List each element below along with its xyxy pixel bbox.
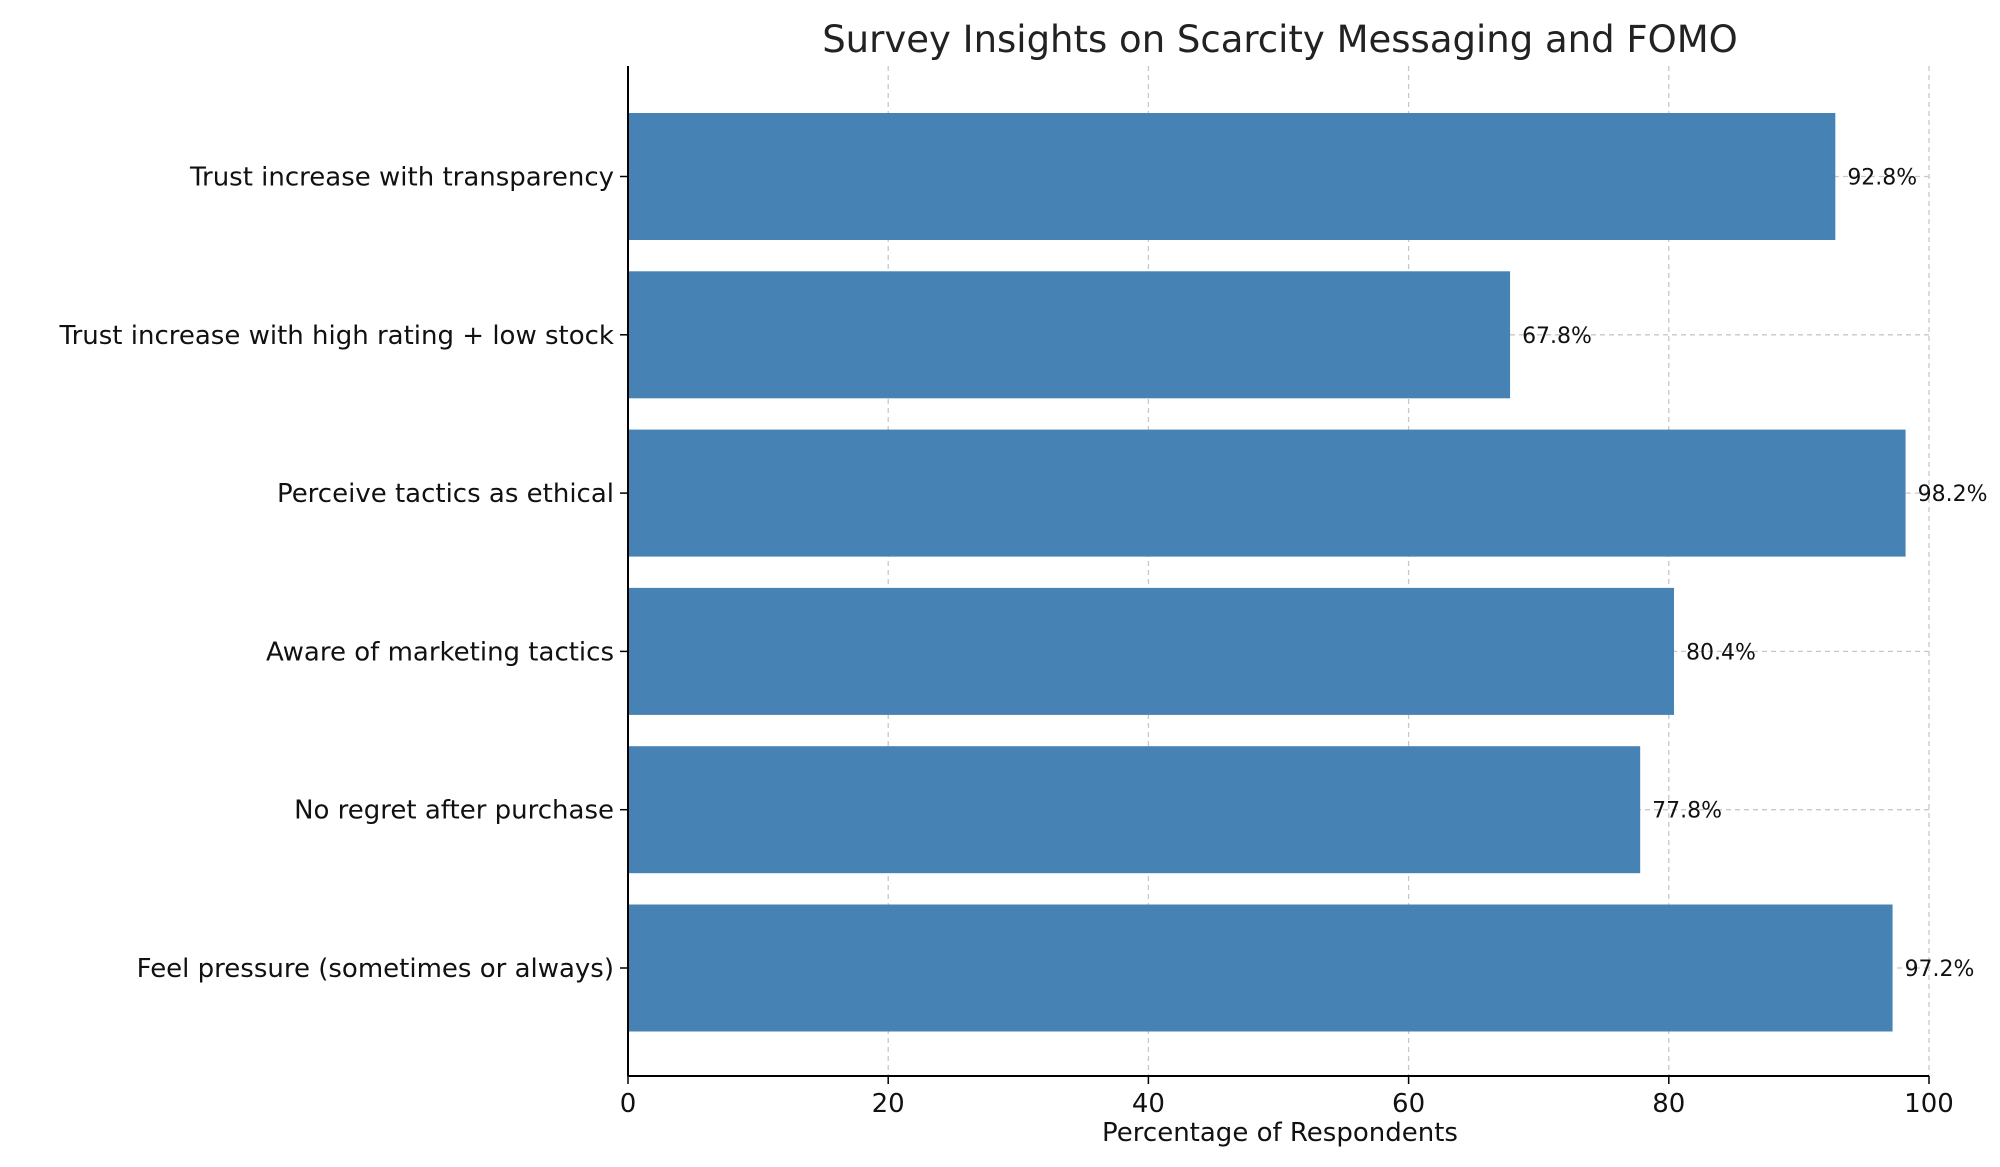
x-tick-label: 20 bbox=[872, 1089, 905, 1119]
bar-value-label: 97.2% bbox=[1905, 957, 1975, 982]
chart-title: Survey Insights on Scarcity Messaging an… bbox=[822, 18, 1738, 61]
bar bbox=[628, 587, 1675, 715]
x-axis-label: Percentage of Respondents bbox=[1102, 1118, 1458, 1148]
axis-ticks: 0 20 40 60 80 100 Feel pressure (sometimes or … bbox=[59, 163, 1954, 1120]
y-tick-label: No regret after purchase bbox=[294, 796, 614, 826]
y-tick-label: Aware of marketing tactics bbox=[266, 637, 614, 667]
bar-value-label: 67.8% bbox=[1522, 324, 1592, 349]
bar bbox=[628, 113, 1836, 240]
y-tick-label: Trust increase with transparency bbox=[189, 163, 614, 193]
x-tick-label: 100 bbox=[1904, 1089, 1954, 1119]
data-labels: 97.2% 77.8% 80.4% 98.2% 67.8% 92.8% bbox=[1522, 166, 1987, 983]
x-tick-label: 40 bbox=[1132, 1089, 1165, 1119]
x-tick-label: 80 bbox=[1652, 1089, 1685, 1119]
bars bbox=[628, 113, 1906, 1032]
bar bbox=[628, 904, 1893, 1032]
bar-value-label: 92.8% bbox=[1847, 166, 1917, 191]
bar bbox=[628, 271, 1511, 399]
x-tick-label: 0 bbox=[620, 1089, 637, 1119]
x-tick-label: 60 bbox=[1392, 1089, 1425, 1119]
y-tick-label: Perceive tactics as ethical bbox=[277, 479, 614, 509]
bar bbox=[628, 746, 1641, 874]
y-tick-label: Feel pressure (sometimes or always) bbox=[137, 954, 614, 984]
y-tick-label: Trust increase with high rating + low st… bbox=[59, 321, 614, 351]
bar bbox=[628, 429, 1906, 557]
bar-value-label: 77.8% bbox=[1652, 799, 1722, 824]
bar-value-label: 98.2% bbox=[1918, 482, 1988, 507]
bar-value-label: 80.4% bbox=[1686, 640, 1756, 665]
